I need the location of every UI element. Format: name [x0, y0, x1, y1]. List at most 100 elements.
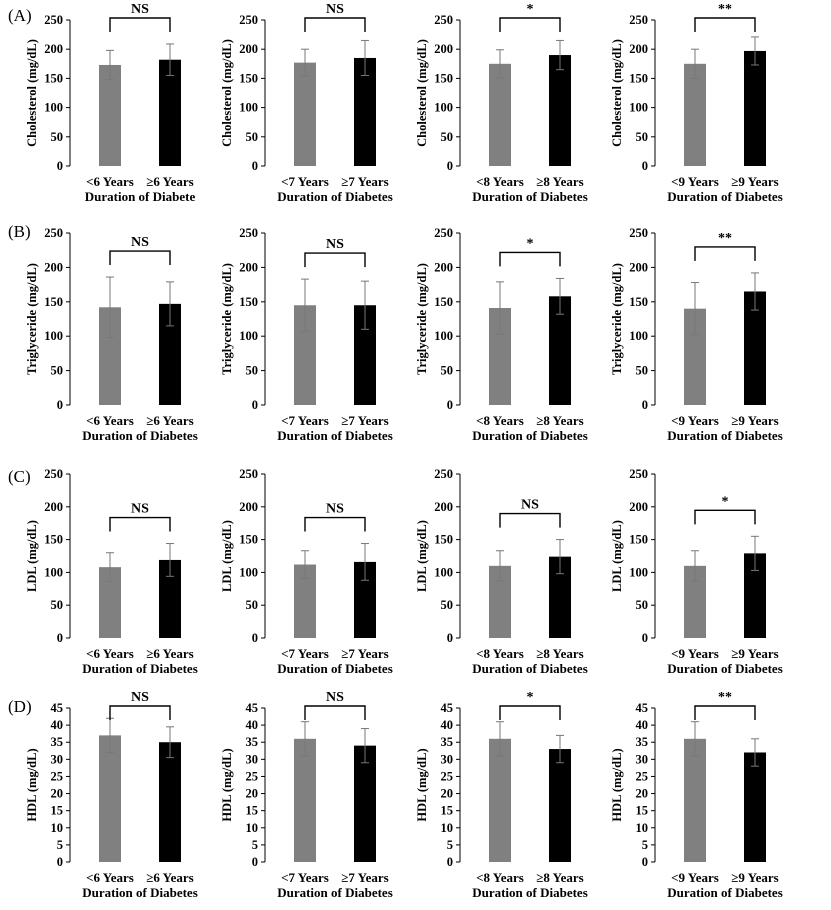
- p4-y-tick-label: 0: [642, 159, 648, 173]
- p5-y-tick-label: 150: [44, 295, 63, 309]
- p9-y-tick-label: 200: [44, 500, 63, 514]
- p5-x-tick-label-1: <6 Years: [86, 413, 134, 428]
- p6-x-tick-label-1: <7 Years: [281, 413, 329, 428]
- p9-significance-label: NS: [131, 502, 149, 517]
- p10-y-tick-label: 150: [239, 533, 258, 547]
- p10-y-tick-label: 200: [239, 500, 258, 514]
- p6-significance-bracket: [304, 252, 366, 268]
- p14-y-tick-label: 40: [246, 718, 259, 732]
- p15-y-tick-label: 30: [441, 752, 454, 766]
- p11-bar-2: [549, 556, 571, 638]
- p3-y-tick-label: 50: [441, 130, 454, 144]
- p5-y-tick-label: 0: [57, 398, 63, 412]
- p6-bar-2: [354, 305, 376, 405]
- p16-x-tick-label-2: ≥9 Years: [731, 870, 778, 885]
- p5-y-axis-label: Triglyceride (mg/dL): [25, 263, 39, 375]
- p6-significance-label: NS: [326, 237, 344, 252]
- p8-y-tick-label: 200: [629, 260, 648, 274]
- p7-y-tick-label: 250: [434, 226, 453, 240]
- p7-y-tick-label: 50: [441, 364, 454, 378]
- p8-y-tick-label: 150: [629, 295, 648, 309]
- p6-y-tick-label: 200: [239, 260, 258, 274]
- p13-y-tick-label: 10: [51, 821, 64, 835]
- p3-x-tick-label-1: <8 Years: [476, 174, 524, 189]
- p8-x-tick-label-2: ≥9 Years: [731, 413, 778, 428]
- p12-y-tick-label: 50: [636, 598, 649, 612]
- p16-y-axis-label: HDL (mg/dL): [610, 748, 624, 821]
- p12-y-tick-label: 0: [642, 631, 648, 645]
- p4-y-tick-label: 150: [629, 71, 648, 85]
- p15-significance-bracket: [499, 705, 561, 720]
- p9-y-tick-label: 150: [44, 533, 63, 547]
- p15-y-tick-label: 10: [441, 821, 454, 835]
- p10-y-tick-label: 100: [239, 565, 258, 579]
- p16-y-tick-label: 35: [636, 735, 649, 749]
- p8-y-axis-label: Triglyceride (mg/dL): [610, 263, 624, 375]
- p8-y-tick-label: 50: [636, 364, 649, 378]
- p11-y-tick-label: 0: [447, 631, 453, 645]
- p9-x-axis-label: Duration of Diabetes: [82, 661, 198, 676]
- p3-x-tick-label-2: ≥8 Years: [536, 174, 583, 189]
- p5-y-tick-label: 100: [44, 329, 63, 343]
- p3-bar-2: [549, 55, 571, 166]
- p9-y-tick-label: 100: [44, 565, 63, 579]
- p2-y-tick-label: 250: [239, 13, 258, 27]
- p14-y-axis-label: HDL (mg/dL): [220, 748, 234, 821]
- p1-bar-1: [99, 64, 121, 166]
- p14-significance-bracket: [304, 705, 366, 720]
- p9-bar-2: [159, 559, 181, 638]
- p16-significance-bracket: [694, 705, 756, 720]
- p1-bar-2: [159, 59, 181, 166]
- p8-y-tick-label: 0: [642, 398, 648, 412]
- p13-x-tick-label-1: <6 Years: [86, 870, 134, 885]
- p6-y-tick-label: 150: [239, 295, 258, 309]
- p14-x-tick-label-2: ≥7 Years: [341, 870, 388, 885]
- p11-y-tick-label: 200: [434, 500, 453, 514]
- p11-y-tick-label: 50: [441, 598, 454, 612]
- p6-y-tick-label: 250: [239, 226, 258, 240]
- p12-significance-label: *: [722, 494, 729, 509]
- p15-bar-1: [489, 738, 511, 862]
- p9-x-tick-label-2: ≥6 Years: [146, 646, 193, 661]
- p15-significance-label: *: [527, 690, 534, 705]
- p5-significance-bracket: [109, 250, 171, 266]
- p13-y-tick-label: 35: [51, 735, 64, 749]
- p5-bar-2: [159, 303, 181, 405]
- p11-y-axis-label: LDL (mg/dL): [415, 520, 429, 592]
- p16-y-tick-label: 15: [636, 804, 649, 818]
- p8-y-tick-label: 100: [629, 329, 648, 343]
- p15-y-tick-label: 15: [441, 804, 454, 818]
- p14-y-tick-label: 35: [246, 735, 259, 749]
- p1-significance-label: NS: [131, 2, 149, 17]
- p2-x-tick-label-1: <7 Years: [281, 174, 329, 189]
- p11-x-tick-label-2: ≥8 Years: [536, 646, 583, 661]
- p1-y-tick-label: 100: [44, 101, 63, 115]
- p7-significance-bracket: [499, 251, 561, 267]
- p16-y-tick-label: 45: [636, 701, 649, 715]
- p2-y-axis-label: Cholesterol (mg/dL): [220, 39, 234, 147]
- p13-y-tick-label: 5: [57, 838, 63, 852]
- p10-y-axis-label: LDL (mg/dL): [220, 520, 234, 592]
- p11-significance-bracket: [499, 512, 561, 528]
- p10-bar-2: [354, 561, 376, 638]
- p4-y-tick-label: 100: [629, 101, 648, 115]
- p3-y-tick-label: 250: [434, 13, 453, 27]
- p4-y-tick-label: 200: [629, 42, 648, 56]
- p15-y-tick-label: 40: [441, 718, 454, 732]
- p14-significance-label: NS: [326, 690, 344, 705]
- p14-x-axis-label: Duration of Diabetes: [277, 885, 393, 900]
- p10-y-tick-label: 250: [239, 467, 258, 481]
- p15-y-tick-label: 45: [441, 701, 454, 715]
- p1-y-tick-label: 200: [44, 42, 63, 56]
- row-label-c: (C): [8, 467, 31, 486]
- p8-significance-bracket: [694, 246, 756, 261]
- p2-y-tick-label: 200: [239, 42, 258, 56]
- p13-significance-bracket: [109, 705, 171, 720]
- p3-y-tick-label: 0: [447, 159, 453, 173]
- p4-significance-label: **: [718, 2, 732, 17]
- p15-x-tick-label-2: ≥8 Years: [536, 870, 583, 885]
- p2-y-tick-label: 0: [252, 159, 258, 173]
- p12-y-tick-label: 250: [629, 467, 648, 481]
- p3-significance-label: *: [527, 2, 534, 17]
- p5-bar-1: [99, 307, 121, 405]
